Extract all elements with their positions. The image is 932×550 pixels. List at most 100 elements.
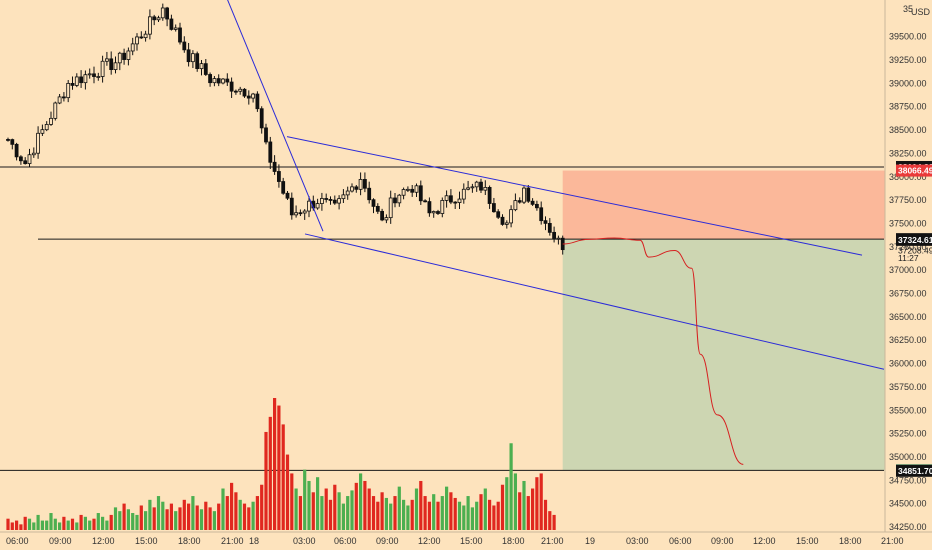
price-badge: [896, 464, 932, 477]
volume-bar: [402, 499, 406, 530]
y-axis-top-label: 35: [903, 4, 913, 14]
y-tick-label: 35750.00: [889, 382, 927, 392]
volume-bar: [273, 398, 277, 530]
volume-bar: [199, 509, 204, 530]
volume-bar: [462, 505, 466, 530]
candle-down: [203, 63, 208, 75]
volume-bar: [40, 520, 44, 530]
candle-down: [362, 179, 367, 189]
candle-down: [208, 74, 213, 84]
volume-bar: [15, 520, 19, 530]
y-tick-label: 39000.00: [889, 78, 927, 88]
volume-bar: [88, 520, 92, 530]
candle-down: [165, 7, 170, 20]
candle-up: [405, 188, 410, 191]
y-axis-panel: [885, 0, 932, 550]
price-badge-text: 38066.49: [898, 166, 932, 176]
x-tick-label: 06:00: [334, 536, 357, 546]
volume-bar: [492, 505, 496, 530]
channel-lower-line: [304, 233, 885, 370]
x-tick-label: 15:00: [796, 536, 819, 546]
candle-down: [427, 201, 432, 214]
projection-curve: [562, 237, 744, 465]
volume-bar: [242, 503, 247, 530]
volume-bar: [341, 503, 345, 530]
candle-up: [337, 198, 342, 204]
x-tick-label: 18:00: [502, 536, 525, 546]
volume-bar: [324, 488, 328, 530]
y-tick-label: 35250.00: [889, 429, 927, 439]
x-tick-label: 09:00: [49, 536, 72, 546]
volume-bar: [230, 482, 234, 530]
y-tick-label: 34500.00: [889, 499, 927, 509]
y-axis: 35 USD 34250.0034500.0034750.0035000.003…: [884, 0, 932, 550]
candle-up: [315, 203, 320, 209]
candle-up: [221, 78, 225, 84]
volume-bar: [328, 499, 333, 530]
candle-up: [345, 190, 350, 196]
candle-down: [289, 197, 294, 216]
candle-down: [393, 197, 397, 204]
price-badge-text: 37324.61: [898, 235, 932, 245]
volume-bar: [376, 501, 380, 530]
volume-bar: [217, 503, 221, 530]
volume-bar: [113, 507, 118, 530]
x-tick-label: 18: [249, 536, 259, 546]
candle-up: [251, 93, 256, 99]
volume-bar: [363, 480, 367, 530]
candle-down: [448, 195, 453, 203]
candle-up: [135, 36, 139, 45]
y-tick-label: 34750.00: [889, 475, 927, 485]
volume-bar: [488, 499, 492, 530]
candle-down: [246, 95, 251, 99]
y-tick-label: 38500.00: [889, 125, 927, 135]
volume-bar: [221, 488, 225, 530]
candle-up: [36, 132, 40, 154]
volume-bar: [277, 405, 281, 530]
volume-bar: [260, 484, 264, 530]
horizontal-levels: [0, 166, 884, 471]
candle-down: [182, 41, 187, 51]
volume-bar: [410, 499, 414, 530]
candle-down: [423, 200, 428, 203]
candle-down: [380, 210, 385, 221]
volume-bar: [251, 501, 255, 530]
volume-bar: [359, 473, 363, 530]
volume-bar: [518, 492, 522, 530]
channel-upper-line: [286, 136, 863, 256]
candle-up: [212, 78, 217, 84]
candle-down: [264, 127, 268, 143]
candle-down: [487, 187, 492, 204]
x-tick-label: 09:00: [711, 536, 734, 546]
take-profit-zone: [562, 239, 886, 471]
candle-down: [328, 199, 333, 201]
volume-bar: [316, 477, 320, 530]
volume-bar: [526, 496, 530, 530]
volume-bar: [148, 499, 152, 530]
trendlines: [227, 0, 885, 370]
volume-bar: [238, 499, 242, 530]
volume-bar: [457, 501, 462, 530]
candle-up: [457, 198, 462, 203]
candle-up: [470, 186, 475, 189]
volume-bar: [27, 518, 32, 530]
volume-bar: [371, 496, 376, 530]
candle-up: [87, 73, 92, 76]
projection-path: [562, 237, 744, 465]
volume-bar: [118, 511, 122, 530]
y-tick-label: 34250.00: [889, 522, 927, 532]
x-tick-label: 03:00: [626, 536, 649, 546]
candle-up: [431, 211, 436, 214]
x-tick-label: 15:00: [460, 536, 483, 546]
candle-up: [358, 179, 363, 190]
volume-bar: [32, 522, 36, 530]
y-tick-label: 37500.00: [889, 218, 927, 228]
volume-bar: [337, 492, 341, 530]
volume-bar: [445, 486, 449, 530]
volume-bar: [414, 488, 419, 530]
volume-bar: [509, 443, 513, 530]
volume-bar: [531, 488, 535, 530]
candle-down: [281, 181, 286, 194]
candle-up: [53, 102, 58, 119]
volume-bar: [45, 520, 49, 530]
